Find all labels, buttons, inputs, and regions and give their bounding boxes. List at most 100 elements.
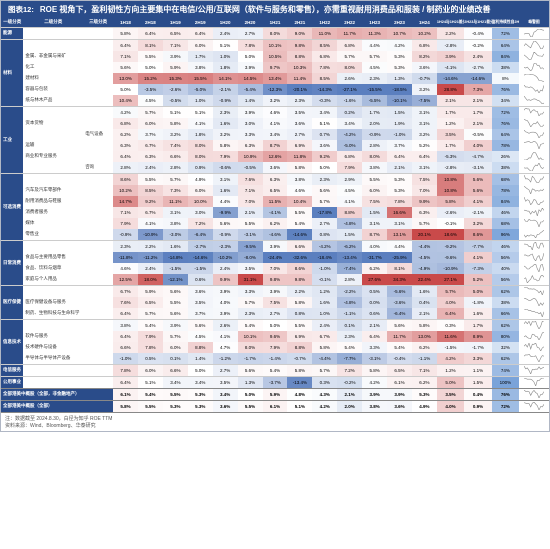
value-cell: 8.6% xyxy=(287,263,312,274)
value-cell: 3.8% xyxy=(362,400,387,412)
value-cell: 2.1% xyxy=(362,319,387,331)
extra-cell: 5.8% xyxy=(437,196,464,207)
value-cell: 4.8% xyxy=(287,388,312,400)
sparkline-cell xyxy=(519,129,549,140)
value-cell: 3.9% xyxy=(238,106,263,118)
value-cell: 5.7% xyxy=(312,196,337,207)
value-cell: 3.1% xyxy=(213,173,238,185)
value-cell: 8.6% xyxy=(113,173,138,185)
value-cell: 1.6% xyxy=(312,297,337,308)
sparkline-cell xyxy=(519,376,549,388)
cat2-cell: 软件与服务 xyxy=(23,331,83,342)
value-cell: 2.7% xyxy=(312,218,337,229)
value-cell: 6.4% xyxy=(113,39,138,51)
value-cell: -5.0% xyxy=(337,140,362,151)
value-cell: 11.3% xyxy=(362,27,387,39)
cat3-cell xyxy=(83,73,113,84)
extra-cell: 3.9% xyxy=(437,51,464,62)
sparkline-cell xyxy=(519,285,549,297)
value-cell: -0.7% xyxy=(412,73,437,84)
col-header: 1H23 xyxy=(362,18,387,27)
value-cell: 8.8% xyxy=(287,342,312,353)
value-cell: 3.4% xyxy=(263,129,288,140)
extra-cell: 1.6% xyxy=(464,308,491,320)
col-header: 一级分类 xyxy=(1,18,23,27)
table-row: 零售业-0.9%-10.9%-3.0%-6.4%-0.9%-3.1%-4.6%-… xyxy=(1,229,549,241)
value-cell: 3.4% xyxy=(188,376,213,388)
cat1-cell: 工业 xyxy=(1,106,23,173)
cat2-cell xyxy=(23,39,83,51)
value-cell: 1.5% xyxy=(362,207,387,218)
value-cell: 3.2% xyxy=(412,84,437,95)
col-header: 1H21 xyxy=(263,18,288,27)
value-cell: 3.1% xyxy=(387,218,412,229)
extra-cell: -2.1% xyxy=(464,207,491,218)
value-cell: 4.3% xyxy=(312,388,337,400)
value-cell: 4.0% xyxy=(213,297,238,308)
table-row: 医疗保健6.7%5.9%5.6%3.6%3.9%3.3%3.9%2.2%1.2%… xyxy=(1,285,549,297)
cat2-cell: 医疗保健设备与服务 xyxy=(23,297,83,308)
extra-cell: 2.1% xyxy=(437,95,464,107)
value-cell: -14.6% xyxy=(287,229,312,241)
extra-cell: -2.6% xyxy=(437,207,464,218)
value-cell: 3.3% xyxy=(238,285,263,297)
cat2-cell: 商业和专业服务 xyxy=(23,151,83,162)
value-cell: 7.1% xyxy=(163,39,188,51)
value-cell: 9.0% xyxy=(287,27,312,39)
value-cell: 3.4% xyxy=(163,376,188,388)
value-cell: 14.1% xyxy=(213,73,238,84)
value-cell: 4.0% xyxy=(362,240,387,252)
value-cell: 5.5% xyxy=(163,388,188,400)
table-row: 消费者服务7.1%6.7%3.1%3.0%-9.9%2.1%-4.1%5.5%-… xyxy=(1,207,549,218)
value-cell: -1.0% xyxy=(312,263,337,274)
value-cell: 5.7% xyxy=(163,173,188,185)
value-cell: 4.1% xyxy=(337,196,362,207)
value-cell: -4.4% xyxy=(412,240,437,252)
sparkline-cell xyxy=(519,151,549,162)
extra-cell: 76% xyxy=(492,388,519,400)
extra-cell: 1.7% xyxy=(464,106,491,118)
value-cell: 5.2% xyxy=(412,140,437,151)
value-cell: 7.9% xyxy=(263,342,288,353)
value-cell: 6.3% xyxy=(412,207,437,218)
value-cell: -13.4% xyxy=(287,376,312,388)
sparkline-cell xyxy=(519,331,549,342)
value-cell: -0.4% xyxy=(387,353,412,365)
value-cell: 3.1% xyxy=(412,106,437,118)
cat3-cell xyxy=(83,51,113,62)
extra-cell: 1.7% xyxy=(437,106,464,118)
value-cell: 27.6% xyxy=(362,274,387,286)
value-cell: 6.5% xyxy=(387,364,412,376)
extra-cell: 62% xyxy=(492,353,519,365)
value-cell: 1.4% xyxy=(188,353,213,365)
extra-cell: 62% xyxy=(492,285,519,297)
value-cell: -0.1% xyxy=(312,274,337,286)
value-cell: 5.1% xyxy=(163,106,188,118)
value-cell: 6.3% xyxy=(113,140,138,151)
value-cell: 1.0% xyxy=(213,51,238,62)
sparkline-cell xyxy=(519,95,549,107)
value-cell: -1.0% xyxy=(387,129,412,140)
value-cell: 2.8% xyxy=(362,140,387,151)
value-cell: -6.2% xyxy=(337,240,362,252)
sparkline-cell xyxy=(519,308,549,320)
value-cell: -14.8% xyxy=(163,252,188,263)
sparkline-cell xyxy=(519,51,549,62)
cat2-cell xyxy=(23,319,83,331)
extra-cell: 6.4% xyxy=(437,308,464,320)
value-cell: 5.3% xyxy=(188,388,213,400)
value-cell: 7.8% xyxy=(312,62,337,73)
value-cell: 9.8% xyxy=(287,274,312,286)
title-bar: 图表12: ROE 视角下，盈利韧性方向主要集中在电信/公用/互联网（软件与服务… xyxy=(1,1,549,18)
value-cell: -10.1% xyxy=(387,95,412,107)
extra-cell: 18.6% xyxy=(437,229,464,241)
value-cell: -0.9% xyxy=(113,229,138,241)
table-row: 食品、饮料与烟草4.6%2.4%-1.5%-1.5%2.4%3.5%7.0%8.… xyxy=(1,263,549,274)
value-cell: 31.1% xyxy=(238,274,263,286)
col-header: 1H24与1H21差分 xyxy=(437,18,464,27)
col-header: 1H18 xyxy=(113,18,138,27)
table-row: 汽车及汽车零部件10.2%8.5%7.3%6.0%1.6%7.1%6.5%4.6… xyxy=(1,185,549,196)
value-cell: -3.1% xyxy=(362,353,387,365)
value-cell: 1.0% xyxy=(188,95,213,107)
value-cell: 3.6% xyxy=(312,140,337,151)
